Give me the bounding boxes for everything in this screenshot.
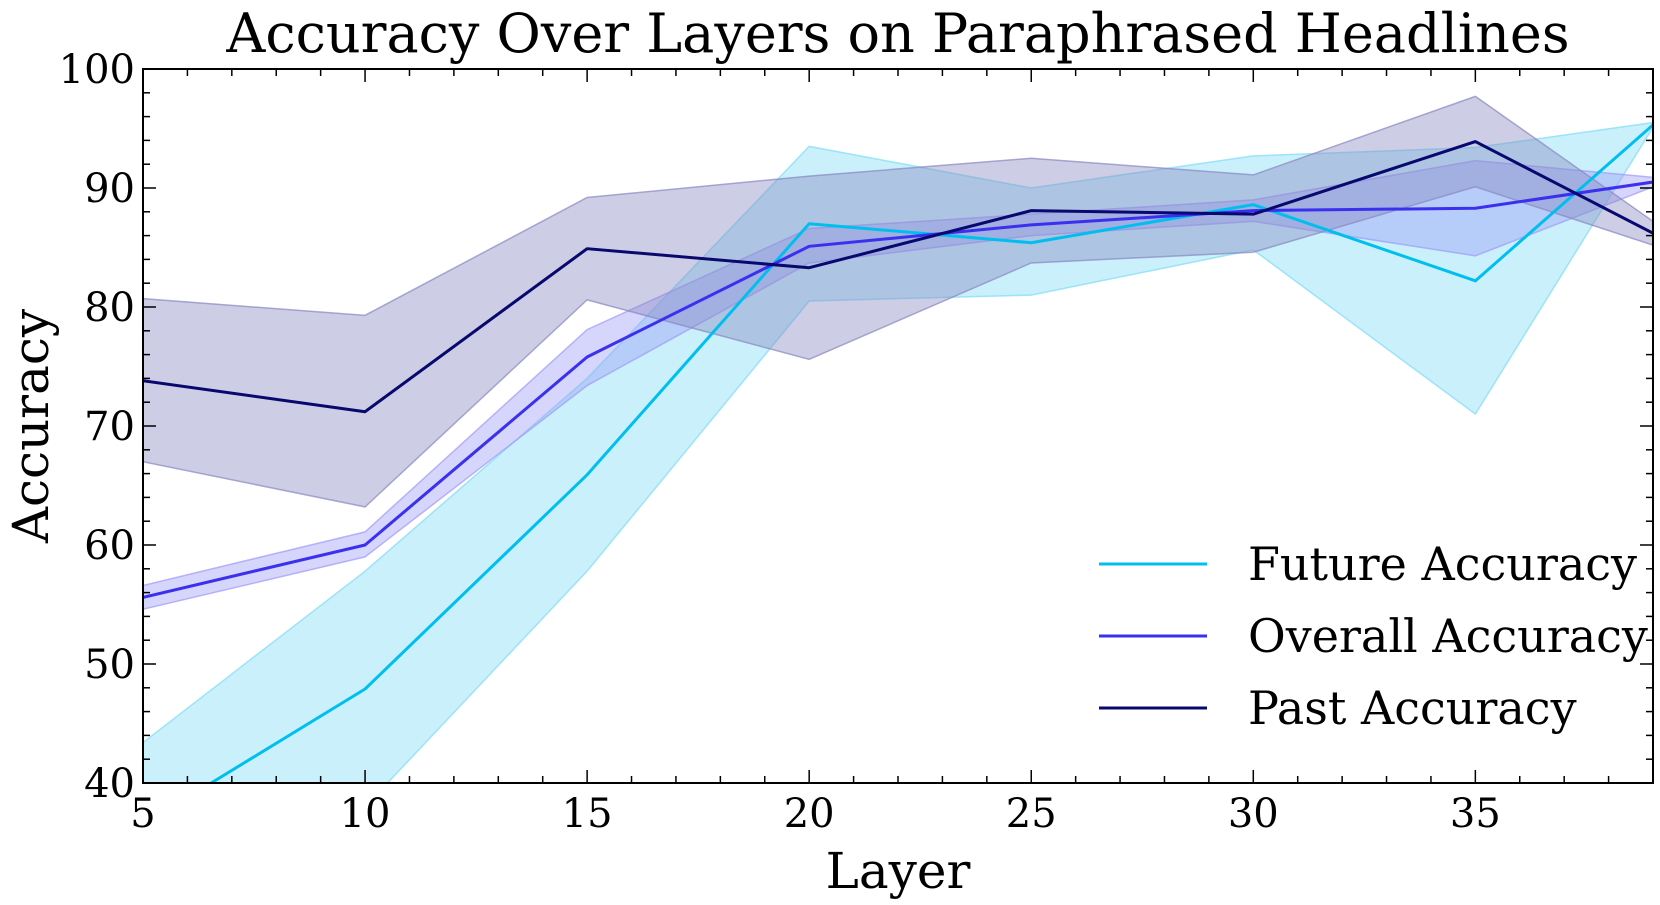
y-tick-label: 80 [84,285,135,331]
y-tick-label: 40 [84,761,135,807]
legend-label-1: Future Accuracy [1248,537,1637,591]
x-tick-label: 15 [562,791,613,837]
x-tick-label: 25 [1006,791,1057,837]
band-3 [143,95,1653,508]
legend: Future Accuracy Overall Accuracy Past Accu… [1099,537,1648,735]
y-tick-label: 100 [59,47,135,93]
x-axis: 5 10 15 20 25 30 35 [130,69,1654,837]
x-tick-label: 35 [1450,791,1501,837]
x-tick-label: 10 [340,791,391,837]
y-axis: 40 50 60 70 80 90 100 [59,47,1653,807]
x-tick-label: 5 [130,791,155,837]
band-1 [143,121,1653,783]
chart-title: Accuracy Over Layers on Paraphrased Head… [225,2,1569,65]
y-tick-label: 90 [84,166,135,212]
legend-label-2: Overall Accuracy [1248,609,1648,663]
y-tick-label: 70 [84,404,135,450]
series-line-1 [208,123,1653,783]
legend-label-3: Past Accuracy [1248,681,1577,735]
y-tick-label: 50 [84,642,135,688]
x-tick-label: 20 [784,791,835,837]
x-tick-label: 30 [1228,791,1279,837]
series-lines [143,123,1653,783]
y-tick-label: 60 [84,523,135,569]
series-line-3 [143,140,1653,414]
y-axis-label: Accuracy [2,308,60,544]
series-line-2 [143,180,1653,599]
x-axis-label: Layer [826,842,971,900]
